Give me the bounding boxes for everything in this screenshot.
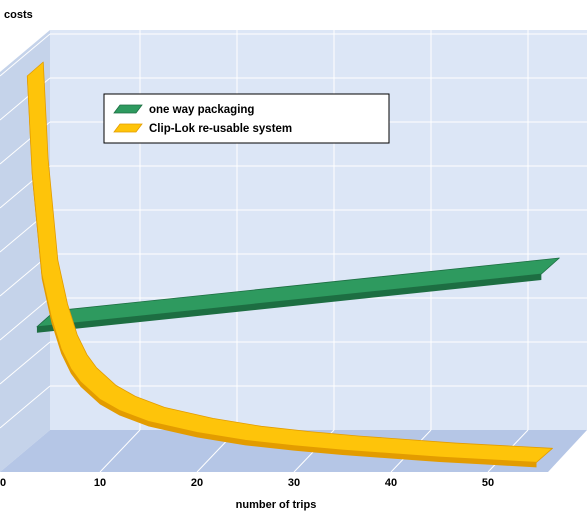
x-tick-label: 0 [0,477,6,489]
gridline-h-side [0,297,51,341]
gridline-h-side [0,385,51,429]
x-tick-labels: 0 10 20 30 40 50 [0,477,494,489]
x-tick-label: 40 [385,477,397,489]
x-axis-label: number of trips [236,499,317,511]
series-0 [36,257,560,333]
series-0-band [36,257,560,328]
x-tick-label: 20 [191,477,203,489]
gridline-h-side [0,33,51,77]
legend-label-one-way-packaging: one way packaging [149,104,254,116]
x-tick-label: 50 [482,477,494,489]
y-axis-label: costs [4,9,33,21]
x-tick-label: 30 [288,477,300,489]
legend-label-clip-lok: Clip-Lok re-usable system [149,123,292,135]
legend-swatch-clip-lok [113,123,143,133]
gridline-h-side [0,341,51,385]
gridline-floor [99,429,141,473]
series-0-edge [36,274,542,333]
series-1 [26,61,553,468]
series-1-band [26,61,553,463]
series-layer [26,61,560,468]
back-wall [50,30,587,430]
legend-swatch-one-way-packaging [113,104,143,114]
x-tick-label: 10 [94,477,106,489]
legend: one way packaging Clip-Lok re-usable sys… [103,93,390,144]
legend-box [103,93,390,144]
